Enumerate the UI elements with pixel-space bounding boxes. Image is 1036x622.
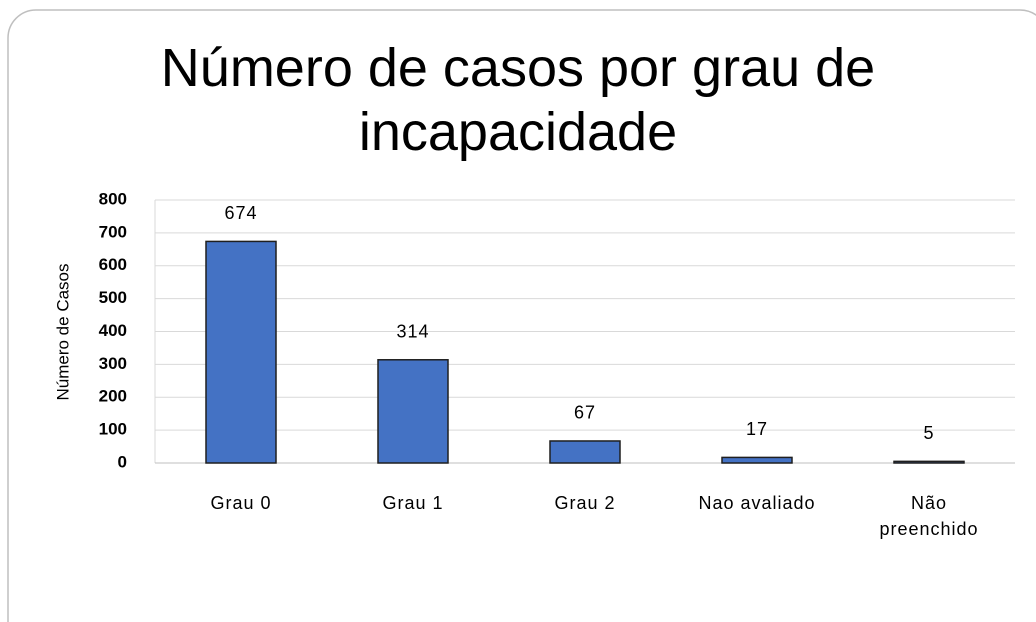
y-tick-label: 200 [99, 387, 127, 406]
x-tick-label: Grau 0 [210, 493, 272, 513]
y-tick-label: 700 [99, 222, 127, 241]
x-tick-label: Grau 1 [382, 493, 444, 513]
x-tick-label: Grau 2 [554, 493, 616, 513]
data-label: 17 [746, 419, 768, 439]
y-tick-label: 100 [99, 420, 127, 439]
y-tick-label: 500 [99, 288, 127, 307]
x-tick-label: Nao avaliado [698, 493, 816, 513]
y-tick-label: 800 [99, 189, 127, 208]
bar [549, 440, 621, 464]
y-tick-label: 300 [99, 354, 127, 373]
x-tick-label: Não preenchido [879, 493, 979, 539]
data-label: 67 [574, 403, 596, 423]
chart-title: Número de casos por grau de incapacidade [160, 38, 876, 162]
y-tick-label: 0 [118, 452, 127, 471]
bar [205, 240, 277, 464]
data-label: 5 [923, 423, 934, 443]
data-label: 674 [224, 203, 257, 223]
bar [377, 359, 449, 464]
y-tick-label: 600 [99, 255, 127, 274]
y-tick-label: 400 [99, 321, 127, 340]
chart-frame [7, 9, 1036, 622]
bar [893, 460, 965, 464]
y-axis-label: Número de Casos [53, 263, 72, 400]
data-label: 314 [396, 322, 429, 342]
bar [721, 456, 793, 464]
